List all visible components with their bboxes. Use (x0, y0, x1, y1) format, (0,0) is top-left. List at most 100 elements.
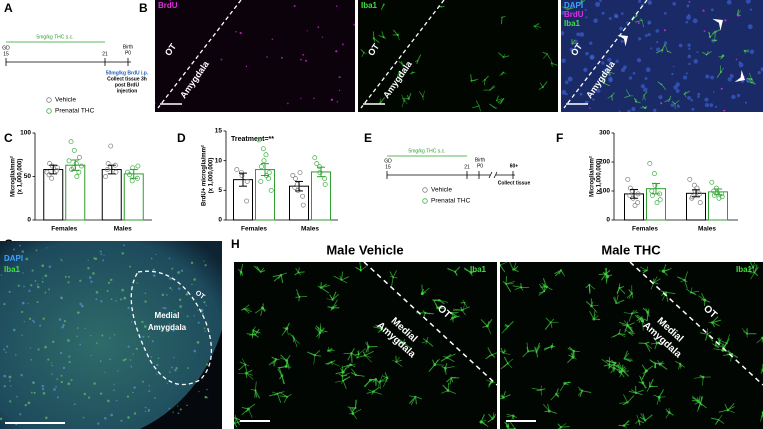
speckle (42, 277, 44, 279)
nucleus (561, 90, 567, 95)
speckle (97, 422, 100, 425)
cell-process (260, 269, 266, 273)
data-point (651, 171, 657, 177)
cell-process (698, 295, 706, 301)
y-tick-label: 100 (20, 130, 31, 137)
data-point (244, 198, 250, 204)
cell-process (482, 325, 488, 328)
cell-process (501, 15, 506, 18)
data-point (103, 174, 109, 179)
cell-process (696, 397, 700, 403)
cell-process (342, 376, 351, 382)
cell-process (712, 319, 722, 324)
data-point (314, 161, 320, 167)
cell-process (352, 413, 358, 420)
cell-process (667, 50, 671, 53)
cell-process (281, 328, 287, 336)
cell-process (360, 266, 367, 271)
speckle (30, 391, 33, 394)
data-point (292, 184, 298, 190)
bar-chart: 0 50 100 Microglia/mm² (x 1,000,000) Females M… (10, 130, 152, 233)
cell-process (684, 91, 687, 95)
nucleus (645, 67, 651, 73)
cell-process (452, 315, 458, 319)
cell-process (680, 279, 685, 283)
cell-process (550, 346, 553, 350)
cell-body (286, 102, 289, 105)
cell-body (239, 31, 242, 35)
speckle (127, 416, 130, 419)
cell-body (737, 14, 740, 17)
cell-process (690, 290, 700, 293)
cell-process (642, 307, 649, 313)
cell-process (744, 50, 746, 54)
cell-process (373, 37, 380, 43)
nucleus (628, 76, 633, 80)
bar (101, 169, 122, 221)
cell-process (295, 296, 300, 298)
cell-process (589, 284, 596, 290)
cell-process (505, 283, 512, 293)
speckle (45, 416, 48, 420)
cell-body (730, 74, 732, 76)
data-point (266, 170, 272, 175)
cell-process (690, 287, 693, 293)
cell-process (629, 332, 636, 334)
axis-break (493, 171, 498, 179)
cell-process (502, 280, 507, 285)
data-point (261, 158, 267, 164)
speckle (122, 359, 126, 362)
cell-process (390, 275, 394, 278)
cell-process (500, 265, 501, 268)
speckle (170, 366, 173, 369)
cell-process (720, 55, 724, 60)
cell-process (437, 307, 445, 310)
cell-process (628, 332, 634, 336)
cell-process (653, 336, 658, 344)
cell-process (716, 71, 722, 79)
cell-process (692, 395, 698, 401)
cell-process (551, 343, 554, 347)
data-point (627, 192, 633, 198)
cell-process (626, 293, 633, 299)
cell-process (503, 72, 507, 74)
nucleus (683, 75, 688, 80)
timeline-text: 60+ (510, 163, 519, 169)
nucleus (565, 92, 568, 96)
cell-process (561, 6, 568, 10)
speckle (168, 407, 171, 410)
speckle (129, 265, 132, 268)
cell-process (640, 317, 648, 322)
speckle (157, 357, 160, 360)
cell-process (403, 342, 411, 349)
cell-process (358, 348, 367, 355)
cell-process (500, 264, 501, 266)
speckle (50, 373, 53, 375)
speckle (127, 306, 130, 309)
speckle (41, 264, 45, 268)
cell-process (503, 348, 506, 354)
cell-process (646, 365, 654, 372)
speckle (175, 366, 178, 370)
speckle (142, 335, 145, 338)
speckle (58, 318, 62, 321)
y-tick-label: 100 (599, 188, 610, 195)
nucleus (685, 72, 688, 75)
boundary-line (629, 262, 763, 386)
speckle (0, 417, 3, 421)
cell-process (426, 340, 434, 347)
speckle (44, 291, 47, 294)
cell-process (286, 360, 290, 370)
speckle (34, 280, 37, 282)
cell-process (417, 54, 422, 61)
speckle (56, 378, 59, 380)
speckle (8, 375, 12, 379)
speckle (30, 284, 33, 287)
cell-process (543, 53, 548, 59)
speckle (24, 403, 27, 407)
cell-process (509, 262, 514, 270)
cell-process (536, 351, 539, 358)
cell-process (470, 272, 473, 277)
timeline-text: GD (384, 158, 392, 164)
cell-process (254, 334, 259, 338)
